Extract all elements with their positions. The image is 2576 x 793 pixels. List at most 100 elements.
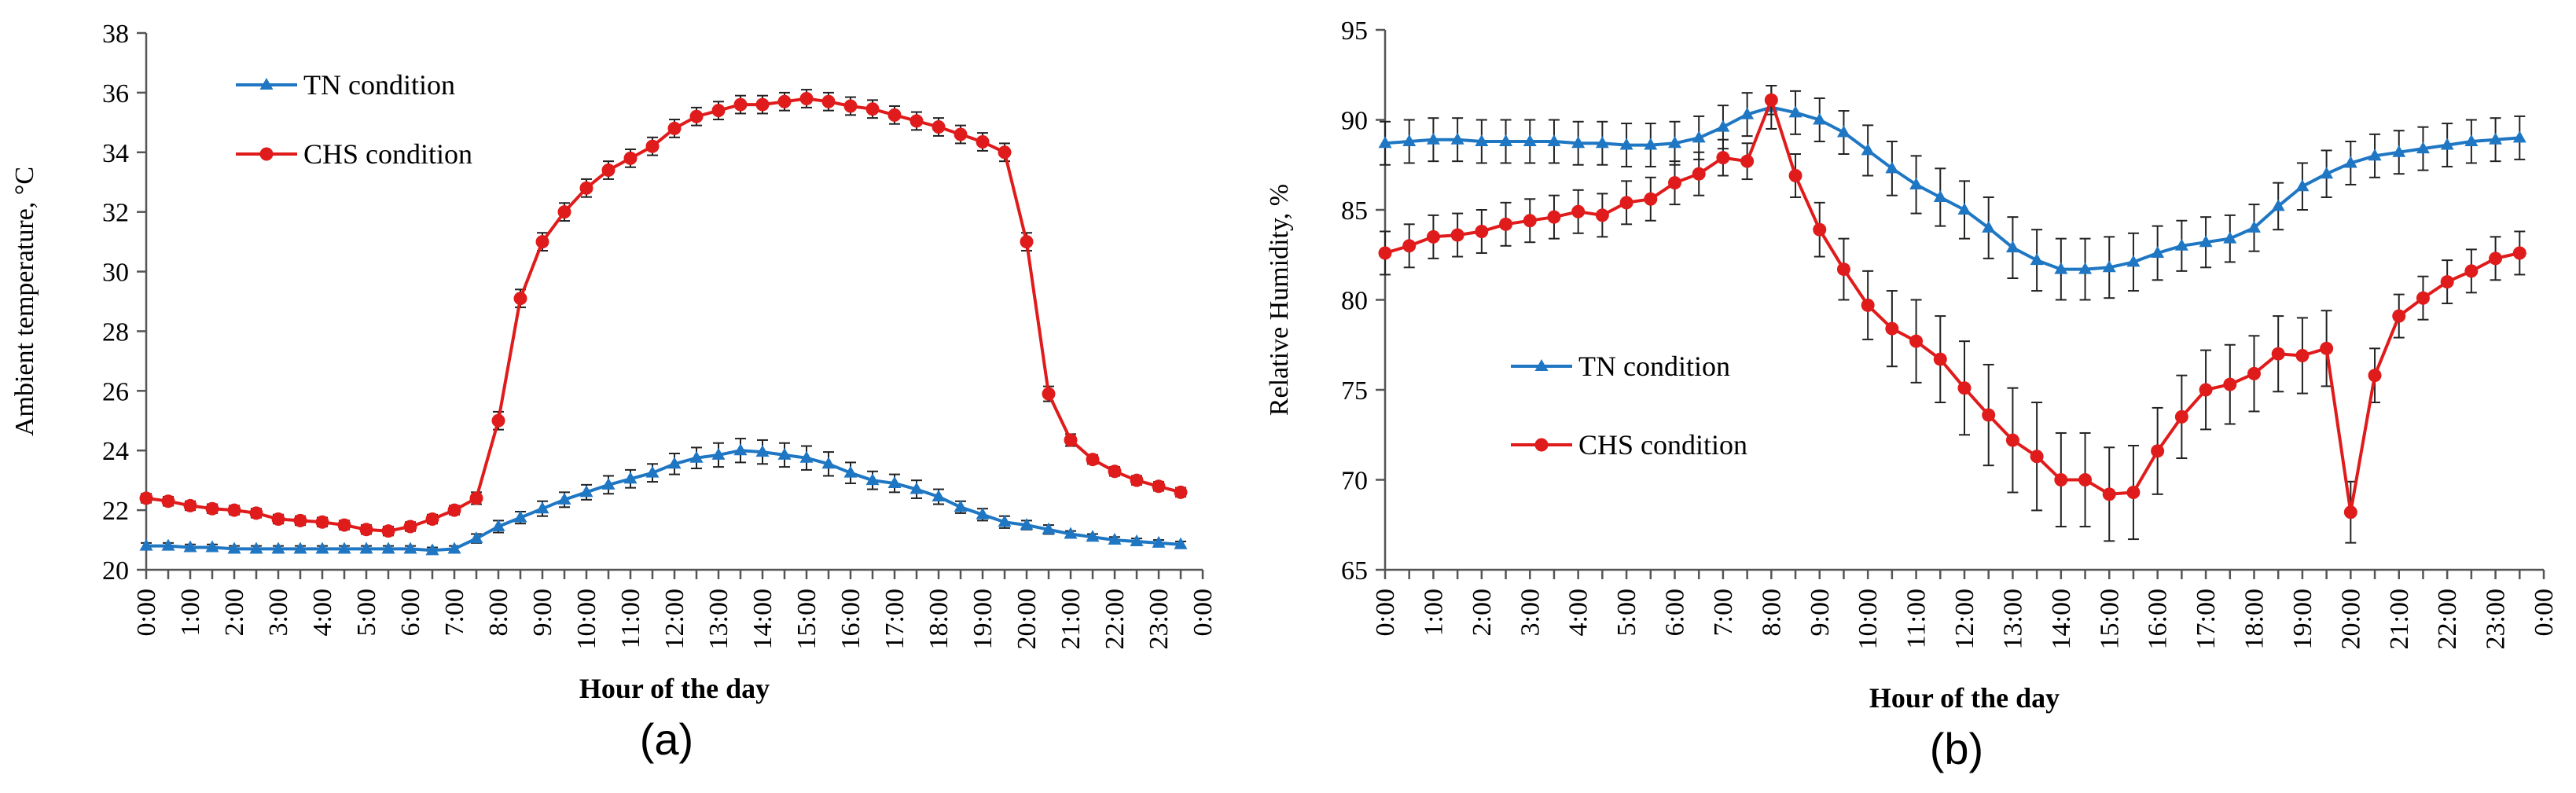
- x-tick-label: 16:00: [2144, 589, 2173, 649]
- data-point: [887, 475, 902, 488]
- data-point: [1450, 228, 1464, 242]
- data-point: [1933, 189, 1947, 202]
- data-point: [359, 523, 373, 537]
- data-point: [1957, 203, 1972, 215]
- data-point: [2320, 341, 2334, 355]
- data-point: [1595, 136, 1609, 149]
- data-point: [491, 519, 505, 531]
- x-tick-label: 0:00: [1371, 589, 1400, 636]
- data-point: [2223, 231, 2237, 244]
- data-point: [1764, 93, 1778, 107]
- data-point: [2030, 253, 2044, 266]
- data-point: [887, 108, 902, 122]
- data-point: [579, 181, 593, 195]
- data-point: [1692, 130, 1706, 143]
- x-tick-label: 6:00: [396, 589, 425, 636]
- data-point: [2440, 138, 2454, 150]
- data-point: [1378, 136, 1392, 149]
- data-point: [1108, 533, 1122, 545]
- data-point: [293, 542, 307, 554]
- data-point: [976, 507, 990, 519]
- data-point: [2054, 473, 2068, 486]
- data-point: [2392, 145, 2406, 157]
- data-point: [601, 163, 616, 178]
- x-tick-label: 21:00: [2385, 589, 2414, 649]
- data-point: [1064, 433, 1078, 447]
- data-point: [623, 151, 638, 165]
- data-point: [1644, 192, 1658, 206]
- data-point: [2271, 199, 2285, 211]
- data-point: [954, 500, 968, 512]
- y-tick-label: 95: [1341, 17, 1368, 46]
- data-point: [1619, 138, 1633, 150]
- data-point: [1571, 136, 1586, 149]
- data-point: [777, 94, 792, 108]
- data-point: [491, 413, 505, 428]
- data-point: [2295, 179, 2310, 192]
- x-tick-label: 9:00: [528, 589, 557, 636]
- legend-label: TN condition: [303, 69, 455, 101]
- data-point: [2102, 487, 2116, 501]
- data-point: [1861, 298, 1875, 312]
- x-tick-label: 5:00: [1612, 589, 1641, 636]
- y-axis-title: Ambient temperature, °C: [10, 167, 39, 436]
- data-point: [1571, 204, 1586, 218]
- x-tick-label: 2:00: [1468, 589, 1497, 636]
- data-point: [1130, 534, 1144, 546]
- data-point: [1740, 107, 1755, 119]
- data-point: [249, 542, 263, 554]
- data-point: [535, 235, 549, 249]
- data-point: [2223, 377, 2237, 391]
- x-tick-label: 20:00: [2336, 589, 2365, 649]
- y-tick-label: 32: [102, 199, 129, 228]
- data-point: [1595, 208, 1609, 222]
- data-point: [1885, 321, 1899, 336]
- data-point: [1042, 522, 1056, 534]
- legend-marker: [1534, 359, 1549, 371]
- x-tick-label: 16:00: [836, 589, 865, 649]
- y-tick-label: 85: [1341, 196, 1368, 226]
- data-point: [557, 492, 571, 505]
- data-point: [2416, 291, 2430, 305]
- data-point: [2199, 383, 2213, 397]
- data-point: [1788, 105, 1802, 118]
- data-point: [998, 145, 1012, 160]
- data-point: [1836, 125, 1850, 138]
- y-axis-title: Relative Humidity, %: [1265, 184, 1294, 416]
- legend-marker: [259, 147, 274, 161]
- data-point: [1152, 479, 1166, 494]
- data-point: [2512, 246, 2526, 260]
- data-point: [2489, 251, 2503, 266]
- x-axis-title: Hour of the day: [1869, 682, 2060, 714]
- data-point: [865, 473, 880, 486]
- data-point: [1982, 220, 1996, 233]
- data-point: [865, 102, 880, 116]
- data-point: [1716, 151, 1730, 165]
- data-point: [249, 506, 263, 520]
- data-point: [1475, 134, 1489, 146]
- data-point: [2102, 260, 2116, 273]
- x-axis-title: Hour of the day: [579, 673, 770, 704]
- x-tick-label: 10:00: [1854, 589, 1883, 649]
- x-tick-label: 10:00: [572, 589, 601, 649]
- data-point: [1885, 161, 1899, 174]
- y-tick-label: 36: [102, 79, 129, 108]
- data-point: [1402, 134, 1417, 146]
- x-tick-label: 12:00: [660, 589, 689, 649]
- data-point: [689, 450, 704, 463]
- data-point: [954, 127, 968, 141]
- series-line: [146, 449, 1181, 553]
- data-point: [161, 538, 175, 551]
- data-point: [271, 512, 285, 526]
- data-point: [1042, 387, 1056, 401]
- data-point: [2416, 141, 2430, 154]
- data-point: [513, 510, 527, 523]
- data-point: [139, 491, 153, 505]
- data-point: [535, 501, 549, 514]
- data-point: [469, 491, 483, 505]
- x-tick-label: 8:00: [484, 589, 513, 636]
- data-point: [1086, 453, 1100, 467]
- data-point: [2126, 255, 2141, 267]
- data-point: [1475, 224, 1489, 238]
- x-tick-label: 0:00: [2530, 589, 2559, 636]
